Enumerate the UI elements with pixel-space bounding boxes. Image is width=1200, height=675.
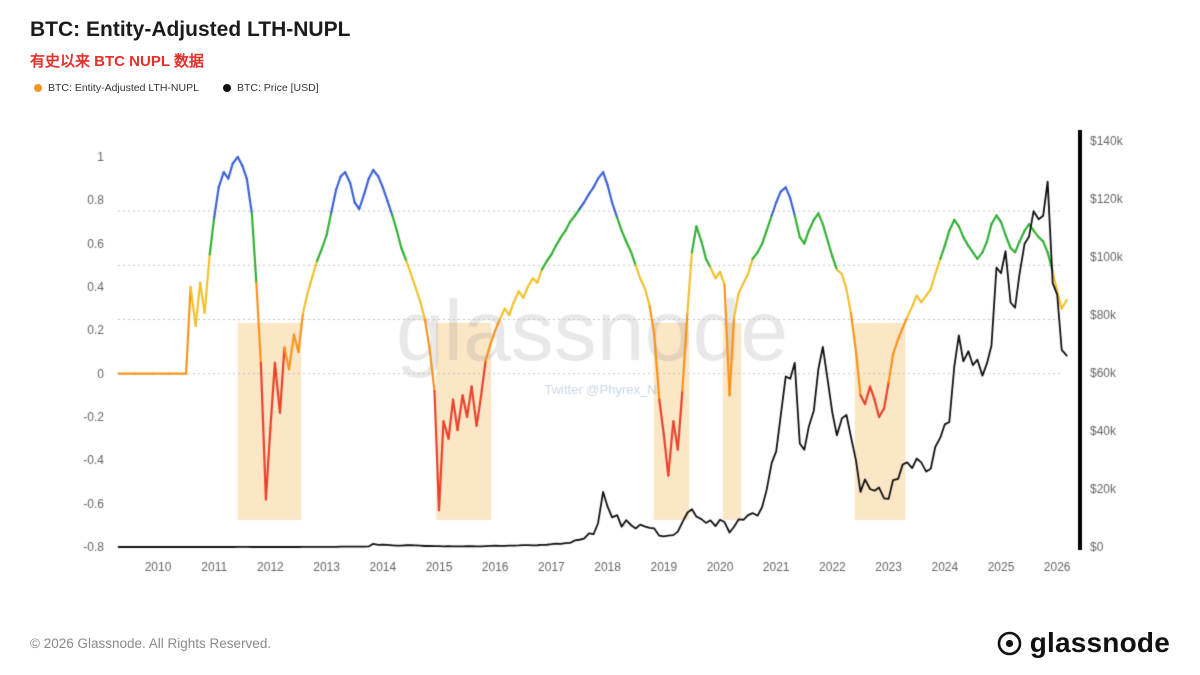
footer-copyright: © 2026 Glassnode. All Rights Reserved. (30, 636, 272, 651)
glassnode-logo[interactable]: glassnode (996, 627, 1170, 659)
nupl-price-chart-canvas[interactable] (0, 0, 1200, 610)
glassnode-logo-text: glassnode (1029, 627, 1170, 658)
glassnode-logo-mark-icon (997, 631, 1022, 655)
